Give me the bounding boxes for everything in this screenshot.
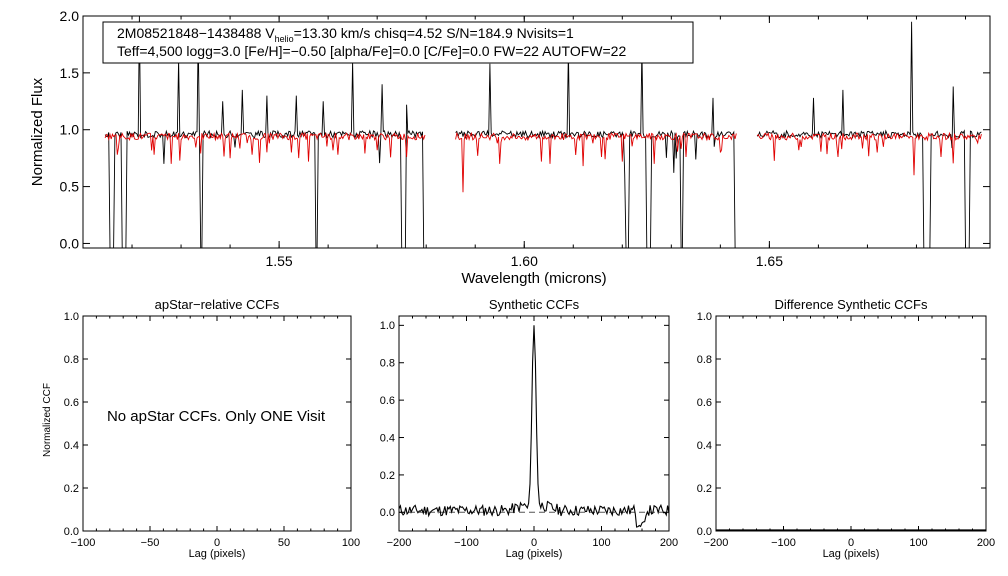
apstar-ccf-title: apStar−relative CCFs bbox=[155, 297, 280, 312]
apstar-ccf-ytick-label: 0.8 bbox=[64, 354, 79, 366]
difference-ccf-xtick-label: 200 bbox=[977, 537, 995, 549]
synthetic-ccf-ytick-label: 0.2 bbox=[380, 470, 395, 482]
difference-ccf-xtick-label: −100 bbox=[771, 537, 796, 549]
synthetic-ccf-ytick-label: 0.8 bbox=[380, 358, 395, 370]
difference-ccf-xtick-label: 0 bbox=[848, 537, 854, 549]
difference-ccf-ytick-label: 0.6 bbox=[697, 397, 712, 409]
apstar-ccf-ytick-label: 0.0 bbox=[64, 526, 79, 538]
difference-ccf-frame bbox=[715, 315, 987, 532]
spectrum-xlabel: Wavelength (microns) bbox=[461, 270, 606, 287]
difference-ccf-xtick-label: −200 bbox=[704, 537, 729, 549]
synthetic-ccf-ytick-label: 0.6 bbox=[380, 395, 395, 407]
apstar-ccf-xlabel: Lag (pixels) bbox=[189, 548, 246, 560]
difference-ccf-ytick-label: 0.8 bbox=[697, 354, 712, 366]
apstar-ccf-panel: 0.0 0.2 0.4 0.6 0.8 1.0 −100 −50 0 50 100 apStar−r… bbox=[42, 297, 360, 560]
synthetic-ccf-xtick-label: 200 bbox=[660, 537, 678, 549]
synthetic-ccf-panel: 0.0 0.2 0.4 0.6 0.8 1.0 −200 −100 0 100 200 Synthe… bbox=[380, 297, 678, 560]
apstar-ccf-ylabel: Normalized CCF bbox=[42, 383, 53, 457]
apstar-ccf-ytick-label: 0.4 bbox=[64, 440, 79, 452]
annotation-line1: 2M08521848−1438488 Vhelio=13.30 km/s chi… bbox=[117, 25, 574, 44]
synthetic-ccf-xlabel: Lag (pixels) bbox=[506, 548, 563, 560]
annotation-line2: Teff=4,500 logg=3.0 [Fe/H]=−0.50 [alpha/… bbox=[117, 43, 626, 59]
synthetic-ccf-frame bbox=[398, 315, 670, 532]
spectrum-xtick-label: 1.60 bbox=[511, 253, 538, 269]
spectrum-ytick-label: 0.0 bbox=[60, 235, 80, 251]
synthetic-ccf-title: Synthetic CCFs bbox=[489, 297, 580, 312]
spectrum-panel: 0.0 0.5 1.0 1.5 2.0 1.55 1.60 1.65 Normalized F… bbox=[29, 8, 991, 287]
apstar-ccf-xtick-label: −100 bbox=[71, 537, 96, 549]
difference-ccf-panel: 0.0 0.2 0.4 0.6 0.8 1.0 −200 −100 0 100 200 Differ… bbox=[697, 297, 995, 560]
difference-ccf-title: Difference Synthetic CCFs bbox=[775, 297, 928, 312]
synthetic-ccf-xtick-label: 100 bbox=[592, 537, 610, 549]
spectrum-ylabel: Normalized Flux bbox=[29, 77, 46, 186]
difference-ccf-ytick-label: 0.4 bbox=[697, 440, 712, 452]
synthetic-ccf-xtick-label: −100 bbox=[454, 537, 479, 549]
spectrum-xtick-label: 1.55 bbox=[265, 253, 292, 269]
annotation-line1-suffix: =13.30 km/s chisq=4.52 S/N=184.9 Nvisits… bbox=[294, 25, 574, 41]
synthetic-ccf-xtick-label: −200 bbox=[387, 537, 412, 549]
synthetic-ccf-ytick-label: 0.0 bbox=[380, 507, 395, 519]
apstar-ccf-xtick-label: 50 bbox=[278, 537, 290, 549]
spectrum-ytick-label: 0.5 bbox=[60, 178, 80, 194]
difference-ccf-ytick-label: 0.2 bbox=[697, 483, 712, 495]
difference-ccf-ytick-label: 1.0 bbox=[697, 311, 712, 323]
apstar-ccf-ytick-label: 0.2 bbox=[64, 483, 79, 495]
spectrum-ytick-label: 1.5 bbox=[60, 65, 80, 81]
spectrum-ytick-label: 1.0 bbox=[60, 122, 80, 138]
apstar-ccf-ytick-label: 1.0 bbox=[64, 311, 79, 323]
difference-ccf-xtick-label: 100 bbox=[909, 537, 927, 549]
apstar-ccf-xtick-label: −50 bbox=[141, 537, 160, 549]
apstar-ccf-ytick-label: 0.6 bbox=[64, 397, 79, 409]
spectrum-ytick-label: 2.0 bbox=[60, 8, 80, 24]
synthetic-ccf-line bbox=[398, 325, 670, 528]
annotation-line1-sub: helio bbox=[275, 34, 294, 44]
apstar-ccf-xtick-label: 100 bbox=[342, 537, 360, 549]
annotation-line1-prefix: 2M08521848−1438488 V bbox=[117, 25, 275, 41]
synthetic-ccf-ytick-label: 0.4 bbox=[380, 432, 395, 444]
difference-ccf-ytick-label: 0.0 bbox=[697, 526, 712, 538]
spectrum-frame bbox=[82, 15, 991, 249]
synthetic-model-line bbox=[104, 131, 982, 193]
spectrum-annotation-box: 2M08521848−1438488 Vhelio=13.30 km/s chi… bbox=[102, 21, 694, 64]
spectrum-xtick-label: 1.65 bbox=[756, 253, 783, 269]
synthetic-ccf-ytick-label: 1.0 bbox=[380, 320, 395, 332]
apstar-ccf-xtick-label: 0 bbox=[214, 537, 220, 549]
apstar-ccf-note: No apStar CCFs. Only ONE Visit bbox=[107, 408, 326, 425]
difference-ccf-xlabel: Lag (pixels) bbox=[823, 548, 880, 560]
synthetic-ccf-xtick-label: 0 bbox=[531, 537, 537, 549]
